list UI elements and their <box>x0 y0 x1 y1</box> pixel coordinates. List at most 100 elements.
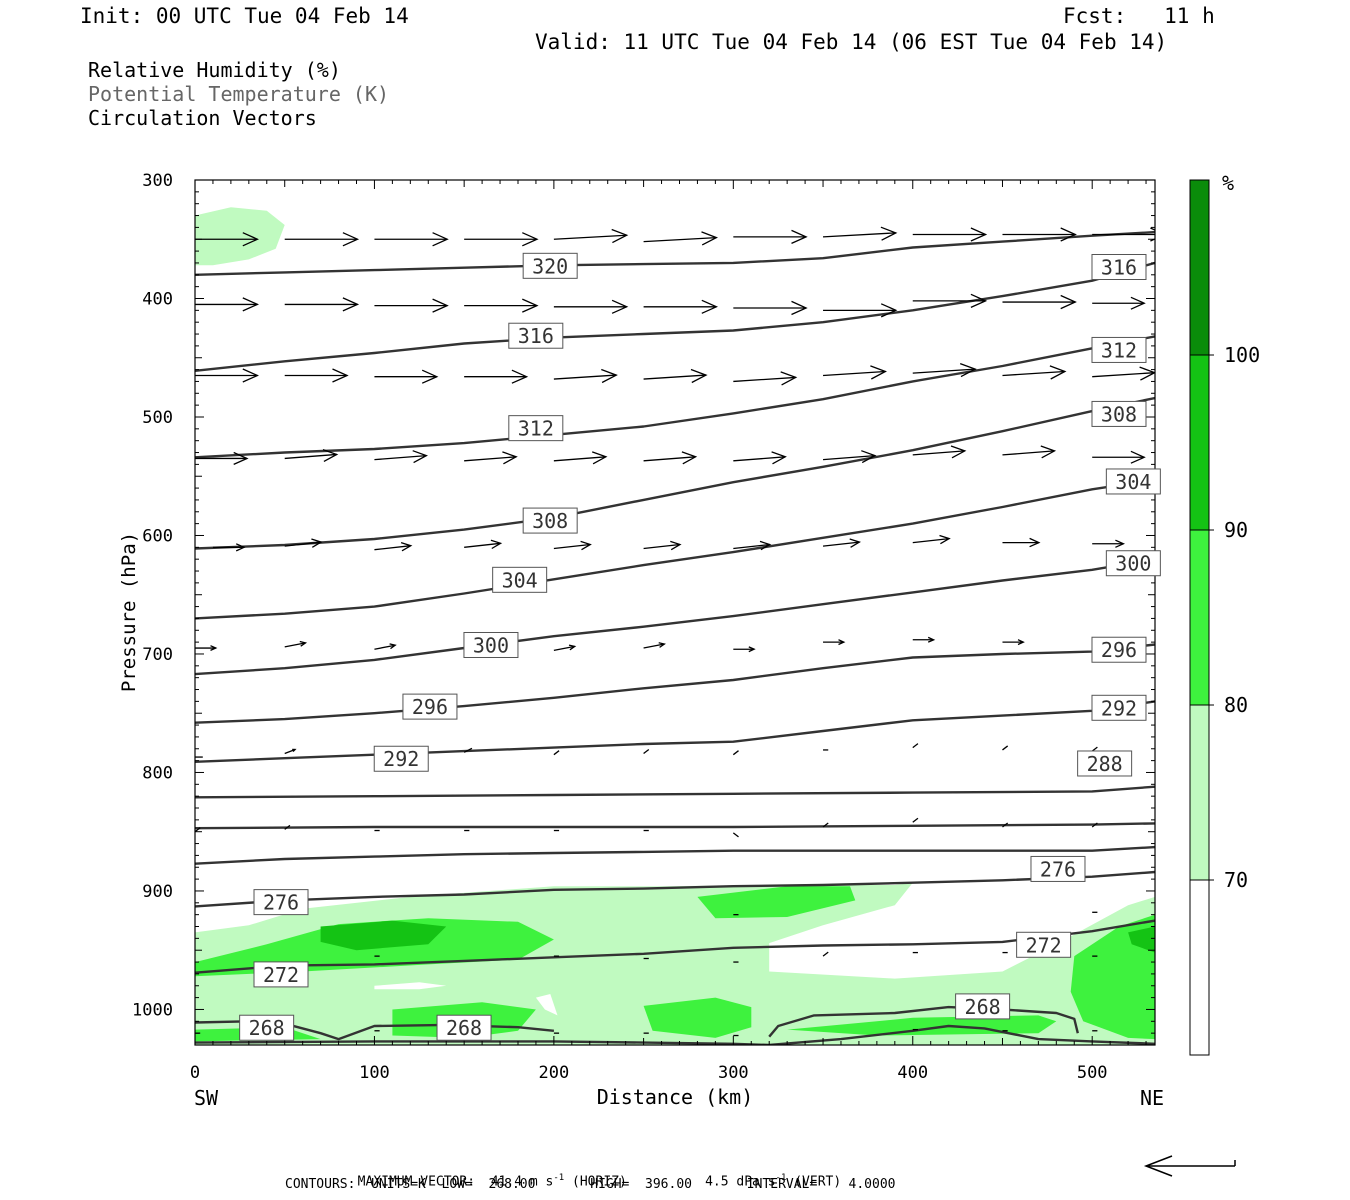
contours-info: CONTOURS: UNITS=K LOW= 268.00 HIGH= 396.… <box>285 1177 896 1192</box>
forecast-hour: Fcst: 11 h <box>1063 4 1215 28</box>
reference-vector <box>1143 1155 1236 1177</box>
colorbar-level-label: 80 <box>1224 693 1248 717</box>
isentrope-label-text: 312 <box>1101 338 1137 362</box>
isentrope-label-box <box>239 1014 295 1041</box>
isentrope-284-9 <box>195 822 1155 830</box>
circulation-vector <box>643 451 698 465</box>
isentrope-label-276: 276 <box>253 889 309 916</box>
colorbar-level-label: 70 <box>1224 868 1248 892</box>
circulation-vector <box>374 643 397 650</box>
circulation-vector <box>643 231 718 246</box>
circulation-vector <box>822 365 887 380</box>
isentrope-280-10 <box>195 845 1155 865</box>
colorbar-level-label: 100 <box>1224 343 1260 367</box>
circulation-vector <box>823 226 898 241</box>
circulation-vector <box>284 640 308 648</box>
isentrope-label-316: 316 <box>1091 254 1147 280</box>
y-tick-label: 600 <box>142 526 173 546</box>
circulation-vector <box>553 540 592 551</box>
circulation-vector <box>284 448 339 462</box>
isentrope-label-304: 304 <box>1105 468 1161 495</box>
isentrope-label-box <box>1091 636 1147 663</box>
isentrope-label-text: 300 <box>1115 552 1151 576</box>
isentrope-320-0 <box>195 230 1155 276</box>
circulation-vector <box>643 299 718 314</box>
x-tick-label: 200 <box>539 1063 570 1083</box>
max-vector-vert: 4.5 dPa s <box>705 1174 776 1190</box>
circulation-vector <box>1092 296 1146 310</box>
valid-time: Valid: 11 UTC Tue 04 Feb 14 (06 EST Tue … <box>535 30 1168 54</box>
circulation-vector <box>284 232 360 247</box>
isentrope-label-text: 296 <box>412 695 448 719</box>
circulation-vector <box>464 451 518 465</box>
humidity-region-90-10 <box>1128 926 1155 953</box>
isentrope-label-text: 268 <box>446 1016 482 1040</box>
y-tick-label: 400 <box>142 289 173 309</box>
isentrope-label-268: 268 <box>239 1014 295 1041</box>
x-tick-label: 400 <box>897 1063 928 1083</box>
circulation-vector <box>284 538 323 548</box>
isentrope-label-text: 312 <box>518 417 554 441</box>
circulation-vector <box>733 300 808 316</box>
isentrope-label-text: 268 <box>249 1016 285 1040</box>
dry-hole-0 <box>374 982 447 990</box>
isentrope-label-box <box>402 693 458 720</box>
isentrope-label-308: 308 <box>522 507 578 534</box>
legend-vectors: Circulation Vectors <box>88 106 317 130</box>
isentrope-label-box <box>463 631 519 658</box>
circulation-vector <box>195 645 218 651</box>
isentrope-label-box <box>1091 400 1147 427</box>
circulation-vector <box>195 451 249 465</box>
isentrope-label-320: 320 <box>522 252 578 279</box>
isentrope-label-312: 312 <box>1091 336 1147 363</box>
x-tick-label: 100 <box>359 1063 390 1083</box>
circulation-vector <box>374 369 439 384</box>
isentrope-264-15 <box>195 1024 1155 1045</box>
isentrope-label-text: 308 <box>532 509 568 533</box>
circulation-vector <box>912 636 936 643</box>
circulation-vector <box>733 371 798 386</box>
circulation-vector <box>912 362 977 378</box>
circulation-vector <box>733 451 787 465</box>
circulation-vector <box>553 750 560 756</box>
isentrope-288-8 <box>195 785 1155 799</box>
humidity-region-80-8 <box>1070 914 1155 1040</box>
circulation-vector <box>553 451 608 465</box>
circulation-vector <box>284 748 297 755</box>
circulation-vector <box>732 832 739 838</box>
circulation-vector <box>912 227 988 242</box>
circulation-vector <box>284 297 360 312</box>
isentrope-label-272: 272 <box>1016 931 1072 958</box>
circulation-vector <box>195 232 259 247</box>
x-tick-label: 300 <box>718 1063 749 1083</box>
isentrope-label-box <box>1105 550 1161 577</box>
isentrope-label-276: 276 <box>1030 855 1086 882</box>
y-tick-label: 300 <box>142 171 173 191</box>
isentrope-label-text: 268 <box>965 995 1001 1019</box>
circulation-vector <box>912 534 951 545</box>
isentrope-304-4 <box>195 478 1155 620</box>
y-axis-title: Pressure (hPa) <box>118 532 140 692</box>
circulation-vector <box>643 540 682 551</box>
circulation-vector <box>643 642 666 649</box>
isentrope-label-box <box>522 507 578 534</box>
circulation-vector <box>733 646 756 653</box>
vert-tag: (VERT) <box>794 1174 842 1190</box>
circulation-vector <box>1092 366 1155 381</box>
circulation-vector <box>195 827 201 833</box>
isentrope-label-box <box>1077 750 1133 777</box>
vector-layer <box>195 226 1155 1037</box>
isentrope-300-5 <box>195 558 1155 676</box>
isentrope-layer <box>195 230 1155 1045</box>
isentrope-label-text: 320 <box>532 254 568 278</box>
circulation-vector <box>1002 227 1077 242</box>
colorbar-level-label: 90 <box>1224 518 1248 542</box>
x-tick-label: 500 <box>1077 1063 1108 1083</box>
legend-theta: Potential Temperature (K) <box>88 82 390 106</box>
circulation-vector <box>822 538 861 548</box>
x-tick-label: 0 <box>190 1063 200 1083</box>
circulation-vector <box>284 368 349 383</box>
circulation-vector <box>912 445 967 459</box>
isentrope-label-box <box>436 1014 492 1041</box>
isentrope-label-text: 276 <box>1040 857 1076 881</box>
